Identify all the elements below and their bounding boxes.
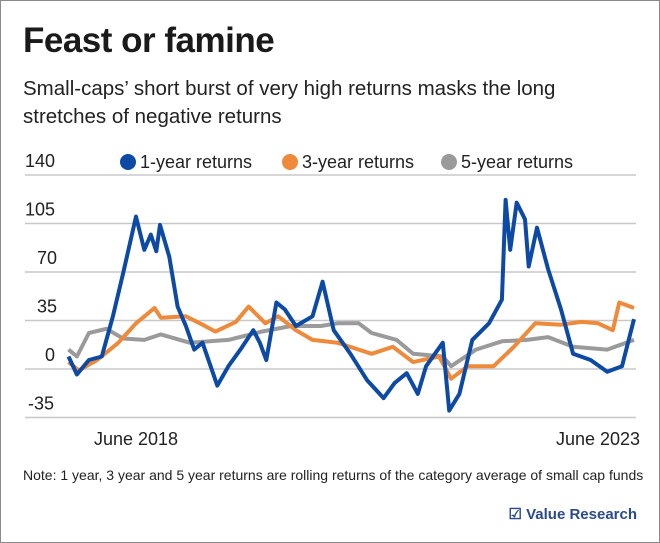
checkbox-logo-icon: ☑ bbox=[508, 506, 522, 523]
y-tick-label: 0 bbox=[45, 345, 55, 365]
line-chart: 140 105 70 35 0 -35 June 2018 June 2023 1-year r… bbox=[25, 151, 640, 449]
legend-marker-2 bbox=[282, 154, 298, 170]
chart-note: Note: 1 year, 3 year and 5 year returns … bbox=[23, 467, 644, 483]
series-line-5-year-returns bbox=[67, 321, 635, 369]
legend-label: 3-year returns bbox=[302, 152, 414, 172]
chart-title: Feast or famine bbox=[23, 21, 275, 60]
y-tick-label: 140 bbox=[25, 151, 55, 171]
legend-marker-1 bbox=[120, 154, 136, 170]
y-tick-label: 105 bbox=[25, 200, 55, 220]
logo-text: Value Research bbox=[526, 506, 637, 523]
legend-label: 5-year returns bbox=[461, 152, 573, 172]
y-tick-label: 35 bbox=[37, 297, 57, 317]
legend-label: 1-year returns bbox=[140, 152, 252, 172]
y-tick-label: 70 bbox=[37, 248, 57, 268]
y-tick-label: -35 bbox=[28, 394, 54, 414]
legend-marker-3 bbox=[441, 154, 457, 170]
series-line-3-year-returns bbox=[67, 300, 635, 381]
x-tick-label: June 2023 bbox=[556, 429, 640, 449]
value-research-logo: ☑ Value Research bbox=[508, 505, 637, 523]
x-tick-label: June 2018 bbox=[94, 429, 178, 449]
series-line-1-year-returns bbox=[66, 197, 636, 413]
chart-subtitle: Small-caps’ short burst of very high ret… bbox=[23, 77, 556, 128]
